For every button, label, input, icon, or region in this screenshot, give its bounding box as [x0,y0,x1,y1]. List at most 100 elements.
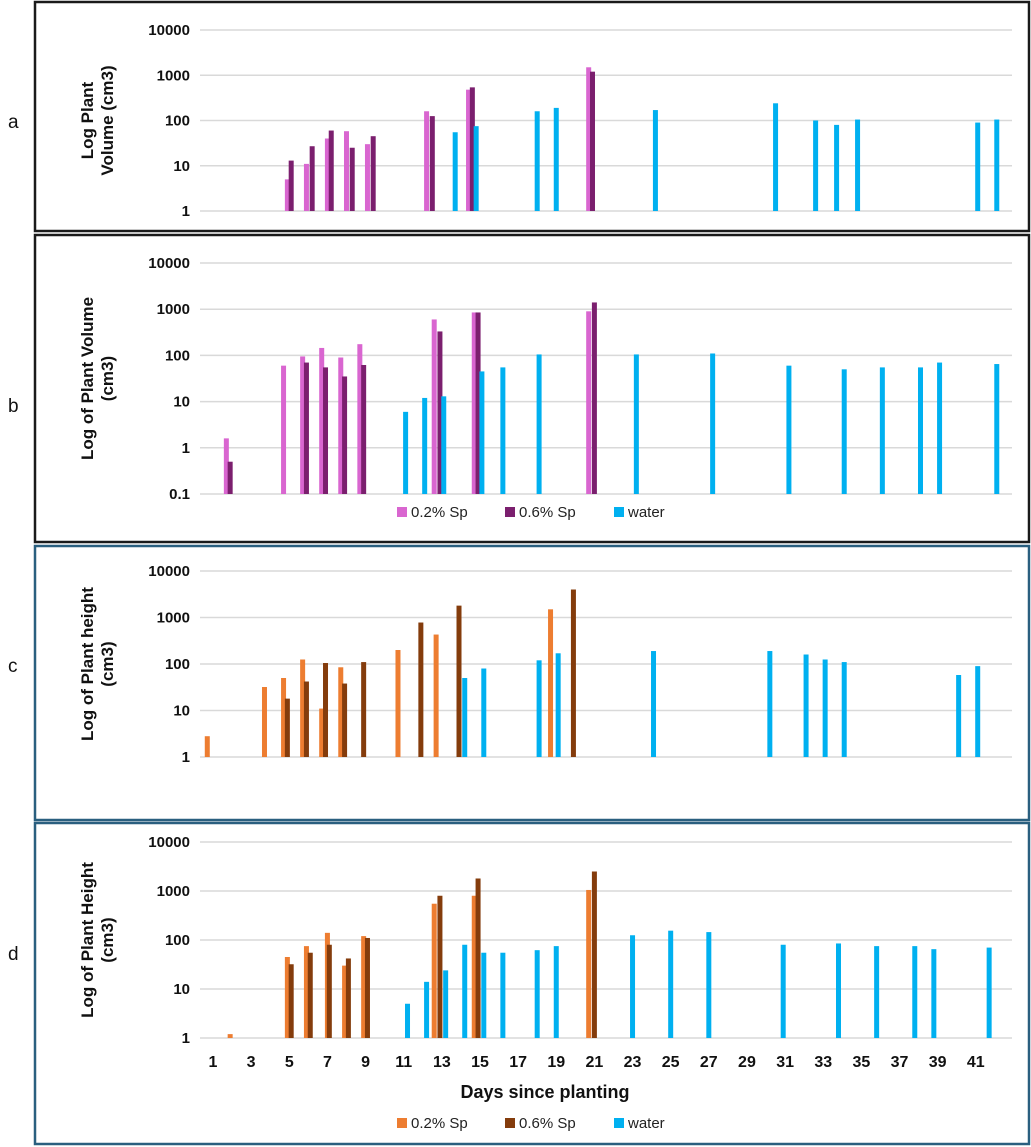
y-axis-title: Log of Plant height [78,587,97,741]
bar-water [706,932,712,1038]
panel-border [33,0,1031,233]
y-tick-label: 1 [182,440,190,457]
x-tick-label: 23 [624,1054,642,1071]
bar-0-6-sp [570,589,576,757]
y-tick-label: 1 [182,1030,190,1047]
panel-d: d 1 10 100 1000 10000 Log of Plant Height (cm3)… [8,821,1031,1146]
bar-water [536,660,542,757]
y-axis-title: Volume (cm3) [98,65,117,175]
legend-swatch [397,507,407,517]
bar-water [652,110,658,211]
bar-0-2-sp [319,347,325,494]
panel-label: c [8,656,18,677]
bar-water [668,930,674,1038]
bar-0-2-sp [586,311,592,494]
y-tick-label: 1000 [157,883,190,900]
bar-0-6-sp [475,878,481,1038]
bar-water [443,970,449,1038]
y-tick-label: 1000 [157,301,190,318]
legend-label: water [627,504,665,521]
y-tick-label: 1000 [157,67,190,84]
bar-0-6-sp [429,116,435,211]
bar-water [555,653,561,757]
bar-0-6-sp [469,87,475,211]
y-tick-label: 100 [165,113,190,130]
bar-0-2-sp [338,357,344,494]
bar-0-2-sp [338,667,344,757]
bar-0-2-sp [471,312,477,494]
bar-0-2-sp [281,677,287,757]
bar-0-6-sp [307,952,313,1038]
bar-water [773,103,779,211]
panel-border [33,821,1031,1146]
bar-0-6-sp [303,362,309,494]
bar-water [403,411,409,494]
bar-0-2-sp [357,344,363,494]
bar-water [994,364,1000,494]
legend-label: 0.6% Sp [519,1115,576,1132]
y-axis-title: (cm3) [98,356,117,401]
bar-0-2-sp [300,659,306,757]
y-tick-label: 1 [182,203,190,220]
legend-label: 0.2% Sp [411,504,468,521]
bar-0-6-sp [288,160,294,211]
bar-0-6-sp [349,147,355,211]
x-tick-label: 7 [323,1054,332,1071]
y-tick-label: 10 [173,703,190,720]
bar-water [536,354,542,494]
x-tick-label: 33 [814,1054,832,1071]
bar-water [651,651,657,757]
bar-0-2-sp [319,708,325,757]
bar-0-6-sp [456,605,462,757]
x-axis-title: Days since planting [460,1082,629,1102]
bar-0-2-sp [343,131,349,211]
x-tick-label: 21 [586,1054,604,1071]
x-tick-label: 1 [209,1054,218,1071]
bar-0-2-sp [223,438,229,494]
bar-0-6-sp [591,302,597,494]
bar-0-2-sp [424,111,430,211]
x-tick-label: 27 [700,1054,718,1071]
panel-label: b [8,396,19,417]
bar-0-2-sp [303,946,309,1038]
y-tick-label: 10 [173,158,190,175]
legend-label: 0.2% Sp [411,1115,468,1132]
x-tick-label: 31 [776,1054,794,1071]
bar-0-6-sp [361,364,367,494]
bar-0-6-sp [303,681,309,757]
y-axis-title: Log of Plant Volume [78,297,97,460]
bar-0-6-sp [309,146,315,211]
bar-0-2-sp [281,365,287,494]
bar-0-6-sp [437,331,443,494]
bar-water [975,122,981,211]
bar-water [834,124,840,211]
y-tick-label: 10000 [148,22,190,39]
bar-water [441,396,447,494]
panel-border [33,544,1031,822]
bar-water [767,651,773,757]
bar-water [874,946,880,1038]
y-tick-label: 10000 [148,834,190,851]
bar-0-6-sp [323,367,329,494]
x-tick-label: 15 [471,1054,489,1071]
y-tick-label: 1000 [157,610,190,627]
bar-water [786,365,792,494]
legend-swatch [614,1118,624,1128]
bar-water [481,668,487,757]
bar-0-2-sp [284,956,290,1038]
bar-water [462,944,468,1038]
y-tick-label: 100 [165,656,190,673]
bar-water [452,132,458,211]
bar-water [710,353,716,494]
bar-water [986,947,992,1038]
bar-0-2-sp [261,687,267,757]
bar-0-6-sp [342,376,348,494]
bar-0-2-sp [284,179,290,211]
y-tick-label: 1 [182,749,190,766]
bar-0-2-sp [227,1034,233,1038]
y-tick-label: 0.1 [169,486,190,503]
bar-0-2-sp [431,319,437,494]
x-tick-label: 5 [285,1054,294,1071]
y-tick-label: 100 [165,932,190,949]
bar-water [780,944,786,1038]
